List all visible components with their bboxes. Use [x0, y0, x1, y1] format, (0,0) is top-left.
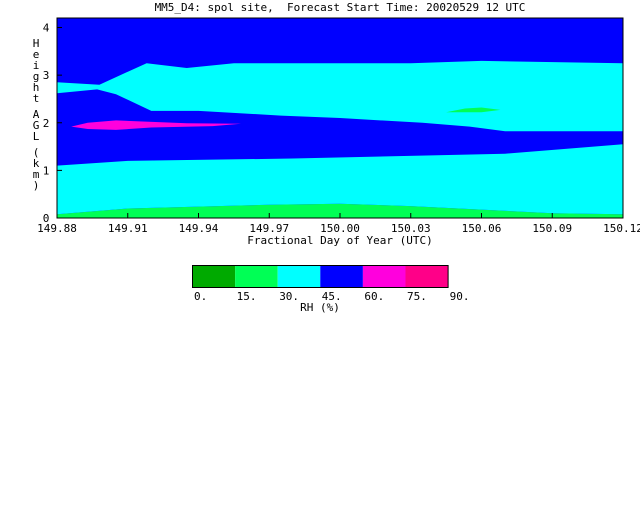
x-tick-label: 149.97 [249, 222, 289, 235]
colorbar-cell [235, 265, 278, 288]
x-tick-label: 149.88 [37, 222, 77, 235]
x-tick-label: 150.03 [391, 222, 431, 235]
y-axis-ticks: 0 1 2 3 4 [43, 22, 62, 225]
x-axis-label: Fractional Day of Year (UTC) [247, 234, 432, 247]
y-tick-label: 2 [43, 117, 50, 130]
y-axis-label-char: ) [33, 179, 40, 192]
region-lower-cyan [57, 144, 623, 215]
y-axis-label-char: G [33, 119, 40, 132]
x-tick-label: 150.12 [603, 222, 640, 235]
y-axis-label-char: k [33, 157, 40, 170]
colorbar-tick-label: 75. [407, 290, 427, 303]
x-tick-label: 150.06 [462, 222, 502, 235]
x-axis-ticks: 149.88 149.91 149.94 149.97 150.00 150.03 150.… [37, 213, 640, 235]
chart-title: MM5_D4: spol site, Forecast Start Time: … [154, 1, 526, 14]
y-axis-label-char: m [33, 168, 40, 181]
x-tick-label: 150.00 [320, 222, 360, 235]
y-axis-label-char: i [33, 59, 40, 72]
y-tick-label: 4 [43, 22, 50, 35]
y-tick-label: 3 [43, 69, 50, 82]
colorbar-tick-label: 15. [236, 290, 257, 303]
contour-regions [57, 18, 623, 218]
y-tick-label: 0 [43, 212, 50, 225]
y-axis-label-char: t [33, 92, 40, 105]
y-axis-label-char: L [33, 130, 40, 143]
x-tick-label: 150.09 [532, 222, 572, 235]
y-axis-label-char: h [33, 81, 40, 94]
y-axis-label-char: e [33, 48, 40, 61]
colorbar-cell [362, 265, 406, 288]
y-tick-label: 1 [43, 164, 50, 177]
colorbar-tick-label: 60. [364, 290, 385, 303]
y-axis-label-char: ( [33, 146, 40, 159]
colorbar-cell [277, 265, 321, 288]
region-magenta-band [71, 120, 241, 130]
region-upper-cyan [57, 60, 623, 132]
colorbar-cell [192, 265, 236, 288]
colorbar-cell [320, 265, 363, 288]
colorbar-title: RH (%) [300, 301, 340, 314]
x-tick-label: 149.94 [179, 222, 219, 235]
colorbar-tick-label: 45. [321, 290, 342, 303]
colorbar [192, 265, 449, 288]
y-axis-label-char: g [33, 70, 40, 83]
colorbar-border [192, 265, 449, 288]
colorbar-tick-label: 30. [279, 290, 300, 303]
region-green-spot [446, 107, 501, 113]
colorbar-cell [405, 265, 449, 288]
colorbar-tick-label: 0. [194, 290, 208, 303]
x-tick-label: 149.91 [108, 222, 148, 235]
y-axis-label-char: H [33, 37, 40, 50]
y-axis-label-char: A [33, 108, 40, 121]
colorbar-tick-label: 90. [449, 290, 470, 303]
